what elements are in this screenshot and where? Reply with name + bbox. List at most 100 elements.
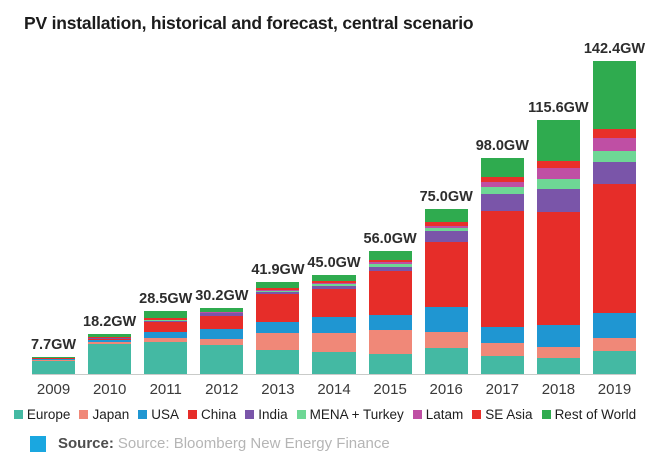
legend-swatch-china: [188, 410, 198, 419]
stacked-bar-2010: [88, 334, 132, 374]
plot-area: 7.7GW 18.2GW 28.5GW 30.2GW 41.9GW 45.0GW 56.0G…: [0, 34, 650, 398]
bar-segment-japan-2011: [144, 337, 188, 343]
bar-segment-usa-2012: [200, 329, 244, 339]
bar-total-label-2009: 7.7GW: [30, 337, 77, 354]
bar-segment-japan-2015: [368, 330, 412, 355]
stacked-bar-2016: [424, 209, 468, 374]
bar-segment-japan-2014: [312, 333, 356, 352]
bar-total-label-2014: 45.0GW: [307, 255, 361, 272]
bar-segment-europe-2013: [256, 349, 300, 374]
legend-item-india: India: [245, 407, 288, 422]
bar-segment-japan-2017: [480, 343, 524, 357]
bar-column-2018: 115.6GW: [528, 100, 589, 374]
bar-segment-europe-2010: [88, 344, 132, 374]
bar-segment-india-2012: [200, 313, 244, 316]
source-brand-icon: [30, 435, 46, 452]
x-axis-label-2017: 2017: [485, 381, 519, 398]
bar-segment-india-2019: [592, 162, 637, 184]
bar-segment-rest-of-world-2014: [312, 275, 356, 282]
legend-swatch-japan: [79, 410, 89, 419]
bar-total-label-2011: 28.5GW: [139, 291, 193, 308]
bar-segment-europe-2019: [592, 351, 637, 374]
chart-title: PV installation, historical and forecast…: [24, 13, 474, 33]
bar-segment-usa-2018: [536, 325, 580, 347]
bar-segment-latam-2015: [368, 262, 412, 265]
legend-label-mena-turkey: MENA + Turkey: [309, 407, 404, 422]
legend-swatch-india: [245, 410, 255, 419]
bar-segment-india-2013: [256, 291, 300, 295]
bar-segment-usa-2019: [592, 313, 637, 338]
bar-segment-se-asia-2012: [200, 311, 244, 313]
legend-label-japan: Japan: [92, 407, 130, 422]
bar-segment-se-asia-2011: [144, 317, 188, 320]
bar-column-2013: 41.9GW: [251, 262, 305, 374]
bar-total-label-2010: 18.2GW: [83, 314, 137, 331]
bar-segment-rest-of-world-2009: [32, 357, 76, 358]
legend-swatch-rest-of-world: [541, 410, 551, 419]
bar-segment-se-asia-2016: [424, 221, 468, 226]
x-axis-label-2019: 2019: [597, 381, 632, 398]
bar-segment-mena-turkey-2017: [480, 187, 524, 194]
legend-item-europe: Europe: [13, 407, 70, 422]
legend-item-se-asia: SE Asia: [472, 407, 533, 422]
stacked-bar-2015: [368, 250, 412, 374]
legend-label-se-asia: SE Asia: [485, 407, 533, 422]
stacked-bar-2014: [312, 275, 356, 374]
bar-segment-latam-2016: [424, 225, 468, 229]
bar-segment-latam-2019: [592, 137, 637, 151]
source-row: Source: Source: Bloomberg New Energy Fina…: [30, 435, 650, 452]
bar-segment-india-2017: [480, 193, 524, 212]
bar-segment-china-2018: [536, 212, 580, 326]
bar-segment-latam-2017: [480, 182, 524, 188]
bar-segment-usa-2014: [312, 316, 356, 334]
legend-swatch-usa: [138, 410, 148, 419]
bar-segment-japan-2010: [88, 341, 132, 345]
legend-label-rest-of-world: Rest of World: [554, 407, 637, 422]
bar-segment-japan-2016: [424, 331, 468, 349]
legend-label-latam: Latam: [425, 407, 464, 422]
bar-column-2015: 56.0GW: [364, 231, 417, 374]
bar-segment-usa-2013: [256, 321, 300, 334]
bar-segment-rest-of-world-2016: [424, 209, 468, 222]
stacked-bar-2018: [536, 119, 580, 374]
bar-column-2017: 98.0GW: [476, 138, 529, 374]
bar-segment-china-2013: [256, 294, 300, 322]
bar-segment-china-2014: [312, 289, 356, 317]
bar-segment-europe-2016: [424, 348, 468, 374]
bar-segment-se-asia-2010: [88, 336, 132, 338]
bar-segment-india-2016: [424, 231, 468, 243]
bar-segment-mena-turkey-2016: [424, 228, 468, 232]
stacked-bar-2009: [32, 357, 76, 374]
bar-segment-europe-2012: [200, 345, 244, 374]
chart-legend: Europe Japan USA China India MENA + Turkey Lat…: [0, 407, 650, 422]
bar-segment-mena-turkey-2014: [312, 284, 356, 287]
bar-segment-usa-2015: [368, 314, 412, 331]
bar-segment-latam-2013: [256, 290, 300, 292]
bar-segment-europe-2018: [536, 358, 580, 374]
bar-segment-europe-2017: [480, 356, 524, 374]
bar-segment-rest-of-world-2011: [144, 311, 188, 318]
legend-item-china: China: [188, 407, 236, 422]
x-axis-label-2015: 2015: [373, 381, 407, 398]
bar-column-2010: 18.2GW: [83, 314, 136, 374]
source-value: Source: Bloomberg New Energy Finance: [117, 435, 390, 452]
bar-segment-se-asia-2014: [312, 281, 356, 283]
bar-segment-india-2015: [368, 266, 412, 271]
bar-segment-usa-2016: [424, 306, 468, 332]
stacked-bar-2011: [144, 311, 188, 374]
bar-segment-japan-2013: [256, 333, 300, 350]
bar-segment-latam-2018: [536, 167, 580, 180]
bar-segment-se-asia-2018: [536, 161, 580, 168]
stacked-bar-2012: [200, 307, 244, 374]
bar-segment-japan-2009: [32, 359, 76, 362]
legend-label-usa: USA: [151, 407, 180, 422]
bar-total-label-2012: 30.2GW: [195, 287, 249, 304]
bar-segment-usa-2017: [480, 327, 524, 344]
legend-label-china: China: [201, 407, 237, 422]
legend-swatch-latam: [412, 410, 422, 419]
bar-segment-china-2019: [592, 183, 637, 314]
bar-segment-europe-2014: [312, 352, 356, 374]
bar-segment-rest-of-world-2019: [592, 60, 637, 130]
stacked-bar-2019: [592, 60, 637, 374]
